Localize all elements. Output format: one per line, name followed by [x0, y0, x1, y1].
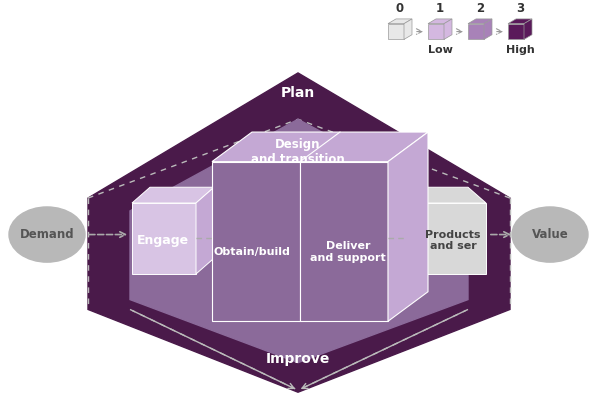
Text: High: High [506, 45, 534, 55]
Polygon shape [484, 19, 492, 39]
Polygon shape [388, 19, 412, 24]
Polygon shape [212, 162, 300, 321]
Text: Engage: Engage [137, 234, 189, 247]
Polygon shape [468, 24, 484, 39]
Ellipse shape [9, 207, 85, 262]
Polygon shape [444, 19, 452, 39]
Polygon shape [404, 187, 486, 203]
Ellipse shape [512, 207, 588, 262]
Polygon shape [130, 119, 468, 363]
Polygon shape [524, 19, 532, 39]
Polygon shape [196, 187, 214, 274]
Polygon shape [468, 19, 492, 24]
Text: Products
and ser: Products and ser [425, 230, 481, 251]
Text: Deliver
and support: Deliver and support [310, 241, 386, 263]
Polygon shape [428, 19, 452, 24]
Text: Demand: Demand [20, 228, 74, 241]
Text: Design
and transition: Design and transition [251, 138, 345, 166]
Polygon shape [404, 19, 412, 39]
Polygon shape [428, 24, 444, 39]
Polygon shape [422, 203, 486, 274]
Polygon shape [508, 24, 524, 39]
Polygon shape [88, 73, 510, 392]
Text: 3: 3 [516, 2, 524, 15]
Text: 2: 2 [476, 2, 484, 15]
Text: Improve: Improve [266, 352, 330, 366]
Text: Low: Low [427, 45, 453, 55]
Polygon shape [132, 187, 214, 203]
Text: Plan: Plan [281, 85, 315, 100]
Text: 0: 0 [396, 2, 404, 15]
Polygon shape [300, 162, 388, 321]
Polygon shape [212, 132, 428, 162]
Text: Obtain/build: Obtain/build [214, 247, 290, 257]
Text: Value: Value [531, 228, 568, 241]
Polygon shape [508, 19, 532, 24]
Polygon shape [404, 187, 422, 274]
Polygon shape [132, 203, 196, 274]
Polygon shape [388, 132, 428, 321]
Polygon shape [388, 24, 404, 39]
Text: 1: 1 [436, 2, 444, 15]
